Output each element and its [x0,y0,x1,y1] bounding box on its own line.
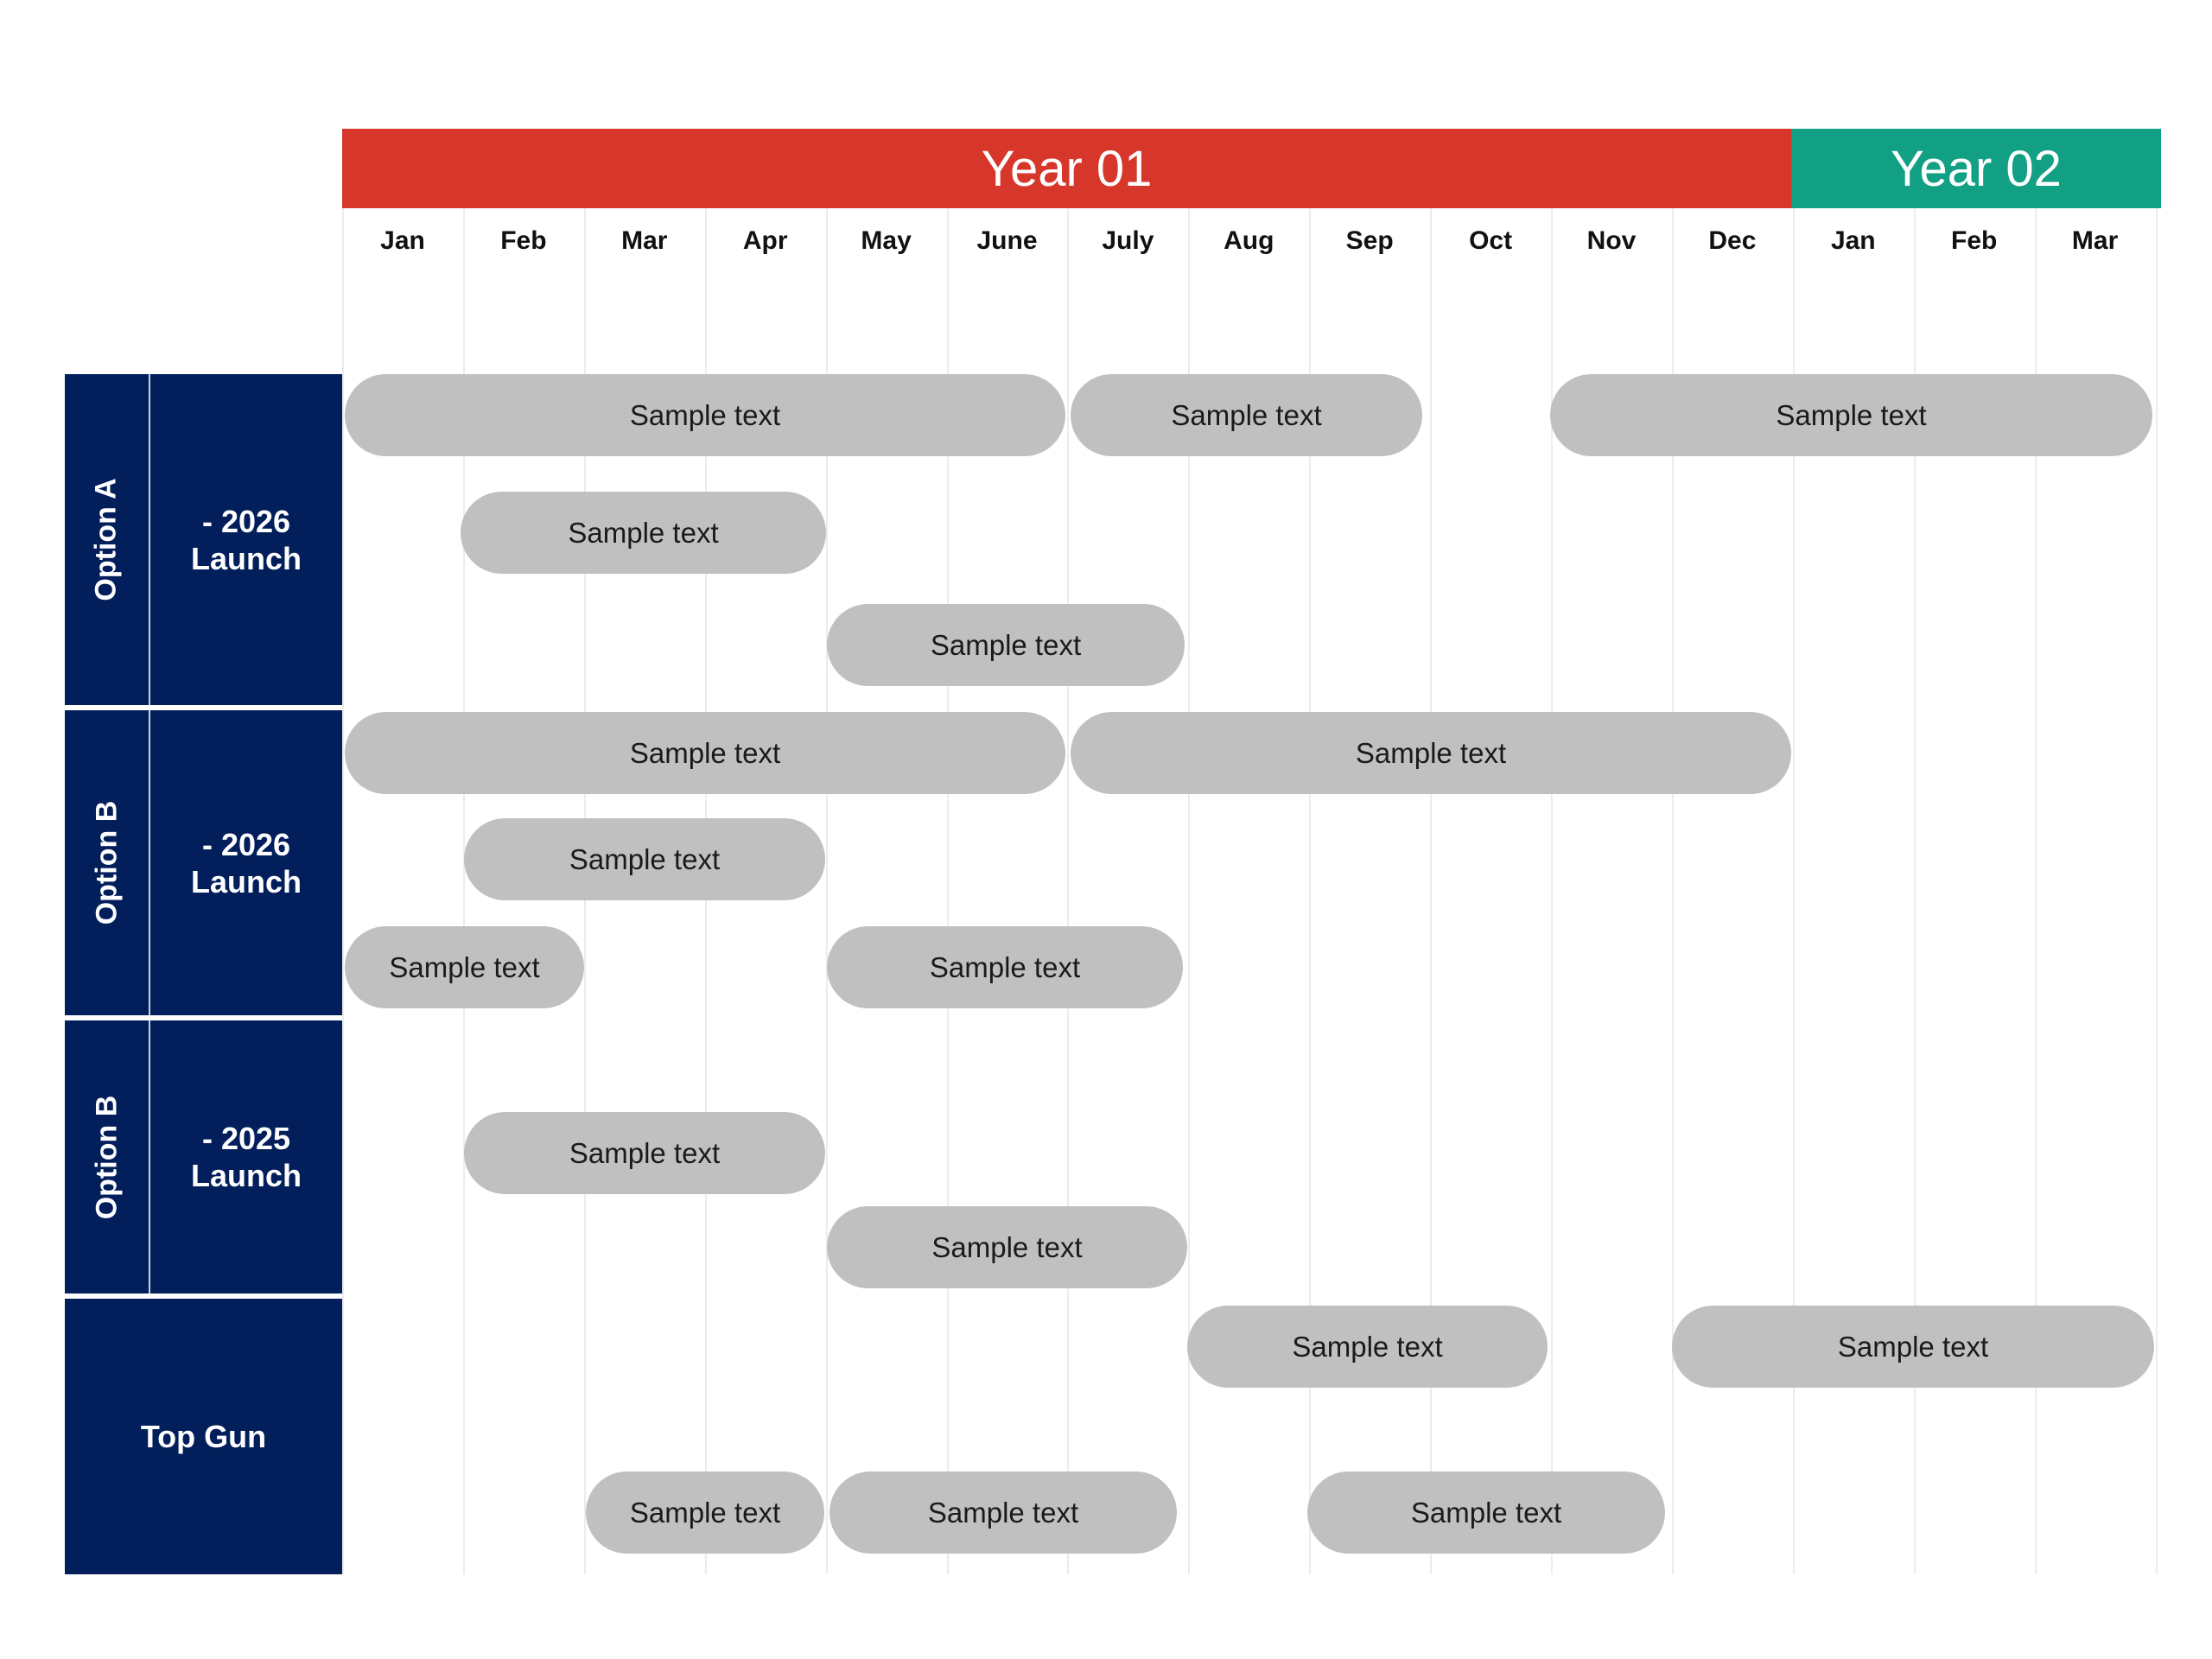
month-gridline [946,208,949,1574]
month-gridline [462,208,465,1574]
month-gridline [342,208,344,1574]
year-01-header: Year 01 [342,129,1791,208]
timeline-bar: Sample text [464,818,825,900]
month-label: Apr [742,226,788,255]
timeline-bar: Sample text [1187,1306,1548,1388]
month-gridline [2034,208,2037,1574]
timeline-bar: Sample text [1071,712,1791,794]
month-gridline [1067,208,1070,1574]
month-label: Jan [1830,226,1876,255]
group-option-a: Option A - 2026 Launch [65,374,342,705]
month-gridline [825,208,828,1574]
timeline-bar: Sample text [827,1206,1187,1288]
timeline-bar: Sample text [464,1112,825,1194]
timeline-bar: Sample text [345,926,584,1008]
option-a-label: Option A [90,478,124,601]
timeline-bar: Sample text [345,374,1065,456]
month-gridline [1913,208,1916,1574]
month-gridline [1671,208,1674,1574]
month-label: May [861,226,912,255]
month-label: Sep [1345,226,1394,255]
month-label: Oct [1469,226,1513,255]
option-b-label: Option B [90,1095,123,1219]
group-option-b-2025: Option B - 2025 Launch [65,1020,342,1294]
month-gridline [1430,208,1433,1574]
launch-label: - 2026 Launch [190,503,302,576]
month-gridline [1309,208,1312,1574]
option-label: Option B [65,710,150,1015]
month-label: Mar [2071,226,2119,255]
timeline-bar: Sample text [827,604,1185,686]
timeline-bar: Sample text [345,712,1065,794]
option-label: Option A [65,374,150,705]
month-label: Feb [1951,226,1998,255]
month-label: Feb [500,226,547,255]
option-label: Option B [65,1020,150,1294]
group-top-gun: Top Gun [65,1299,342,1574]
month-gridline [1792,208,1795,1574]
timeline-bar: Sample text [1672,1306,2154,1388]
group-option-b-2026: Option B - 2026 Launch [65,710,342,1015]
month-label: Aug [1224,226,1274,255]
timeline-bar: Sample text [1550,374,2152,456]
month-label: Jan [380,226,425,255]
month-gridline [2155,208,2158,1574]
launch-label: - 2025 Launch [190,1121,302,1193]
timeline-bar: Sample text [827,926,1183,1008]
timeline-bar: Sample text [1071,374,1422,456]
top-gun-label: Top Gun [140,1419,267,1454]
timeline-bar: Sample text [586,1471,824,1554]
option-b-label: Option B [90,800,123,925]
timeline-bar: Sample text [461,492,826,574]
timeline-bar: Sample text [830,1471,1177,1554]
month-gridline [1188,208,1191,1574]
month-label: Nov [1586,226,1637,255]
month-label: July [1102,226,1154,255]
month-label: Mar [621,226,668,255]
month-gridline [1551,208,1553,1574]
launch-label: - 2026 Launch [190,826,302,899]
month-label: June [976,226,1038,255]
year-02-header: Year 02 [1791,129,2161,208]
timeline-bar: Sample text [1307,1471,1665,1554]
month-label: Dec [1708,226,1757,255]
